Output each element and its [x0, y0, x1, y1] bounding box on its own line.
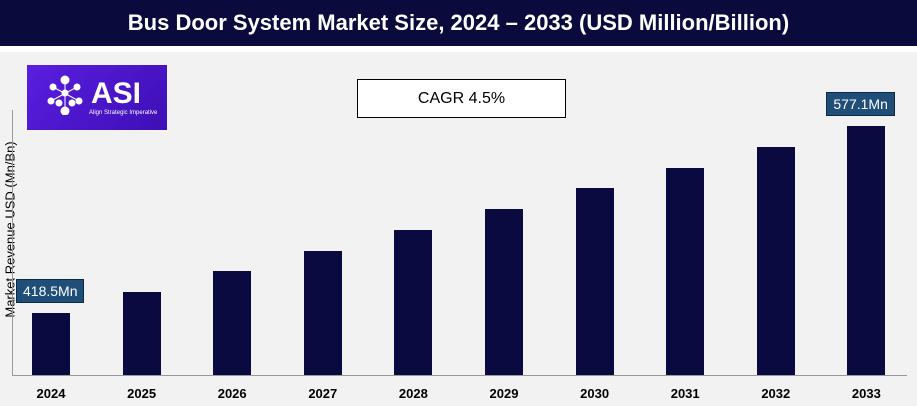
data-label: 577.1Mn	[826, 92, 895, 116]
x-axis-line	[12, 375, 907, 376]
logo-text: ASI	[91, 76, 142, 110]
x-tick-label: 2026	[217, 386, 247, 401]
x-tick-label: 2025	[127, 386, 157, 401]
bar-2026	[213, 271, 252, 375]
x-tick-label: 2031	[670, 386, 700, 401]
bar-2027	[303, 250, 342, 375]
bar-2032	[756, 146, 795, 375]
bar-2030	[575, 188, 614, 375]
x-tick-label: 2028	[398, 386, 428, 401]
x-tick-label: 2027	[308, 386, 338, 401]
chart-title: Bus Door System Market Size, 2024 – 2033…	[0, 0, 917, 46]
logo-tagline: Align Strategic Imperative	[89, 110, 158, 116]
x-tick-label: 2032	[761, 386, 791, 401]
bar-2033	[847, 126, 886, 375]
x-tick-label: 2024	[36, 386, 66, 401]
cagr-annotation: CAGR 4.5%	[357, 79, 566, 118]
y-axis-line	[12, 110, 13, 376]
bar-2024	[32, 313, 70, 375]
bar-2029	[485, 209, 523, 375]
bar-2031	[666, 167, 705, 375]
data-label: 418.5Mn	[16, 279, 85, 304]
asi-logo: ASI Align Strategic Imperative	[27, 65, 167, 130]
bar-2025	[122, 292, 161, 375]
x-tick-label: 2033	[851, 386, 881, 401]
network-icon	[47, 75, 83, 115]
x-tick-label: 2029	[489, 386, 519, 401]
bar-2028	[394, 229, 433, 375]
x-tick-label: 2030	[580, 386, 610, 401]
